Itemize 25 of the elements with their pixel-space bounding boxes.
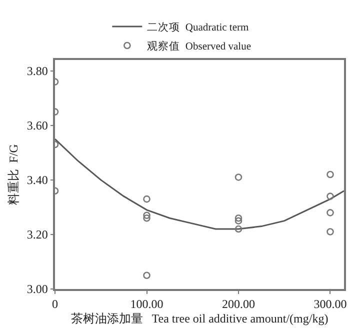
y-tick-label: 3.80 bbox=[26, 64, 48, 78]
point bbox=[234, 225, 242, 233]
x-tick-label: 300.00 bbox=[314, 297, 347, 312]
point bbox=[326, 192, 334, 200]
x-tick-label: 200.00 bbox=[222, 297, 255, 312]
x-axis-title: 茶树油添加量 Tea tree oil additive amount/(mg/kg) bbox=[70, 312, 328, 326]
point bbox=[326, 209, 334, 216]
point bbox=[143, 195, 150, 203]
y-tick-label: 3.40 bbox=[26, 173, 48, 188]
point bbox=[234, 217, 242, 224]
point bbox=[143, 214, 150, 222]
point bbox=[326, 228, 334, 236]
point bbox=[326, 170, 334, 178]
x-tick-label: 0 bbox=[52, 297, 58, 312]
point bbox=[143, 212, 150, 220]
point bbox=[143, 272, 150, 280]
legend-label: 二次项 Quadratic term bbox=[147, 22, 249, 34]
point bbox=[234, 214, 242, 222]
y-tick-label: 3.60 bbox=[26, 118, 48, 133]
x-tick-label: 100.00 bbox=[130, 297, 164, 312]
y-tick-label: 3.00 bbox=[26, 282, 48, 296]
y-tick-label: 3.20 bbox=[26, 228, 48, 242]
point bbox=[234, 174, 242, 181]
y-axis-title: 料重比 F/G bbox=[6, 144, 21, 205]
legend-label: 观察值 Observed value bbox=[147, 40, 252, 53]
